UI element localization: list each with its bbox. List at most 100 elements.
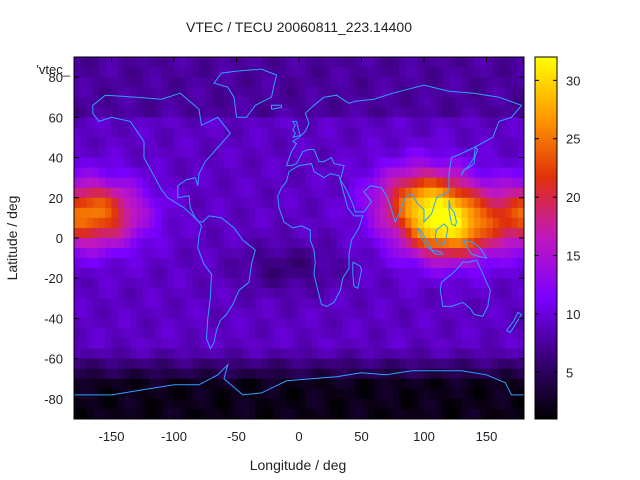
heatmap-cell [255, 358, 263, 370]
heatmap-cell [130, 328, 138, 340]
heatmap-cell [355, 318, 363, 330]
heatmap-cell [505, 248, 513, 259]
heatmap-cell [374, 328, 381, 340]
heatmap-cell [249, 147, 256, 159]
heatmap-cell [330, 288, 338, 299]
heatmap-cell [92, 207, 100, 219]
heatmap-cell [374, 157, 381, 169]
heatmap-cell [255, 87, 263, 98]
heatmap-cell [505, 97, 513, 108]
heatmap-cell [249, 57, 256, 68]
heatmap-cell [474, 187, 481, 199]
heatmap-cell [436, 348, 444, 360]
heatmap-cell [105, 268, 113, 279]
heatmap-cell [367, 107, 375, 118]
heatmap-cell [124, 197, 131, 209]
heatmap-cell [174, 207, 181, 219]
heatmap-cell [99, 238, 106, 249]
heatmap-cell [486, 388, 494, 400]
heatmap-cell [180, 127, 188, 139]
heatmap-cell [492, 227, 500, 239]
heatmap-cell [355, 308, 363, 320]
heatmap-cell [417, 248, 425, 259]
heatmap-cell [374, 167, 381, 179]
heatmap-cell [355, 398, 363, 410]
heatmap-cell [336, 147, 344, 159]
heatmap-cell [236, 57, 244, 68]
heatmap-cell [142, 197, 150, 209]
heatmap-cell [255, 207, 263, 219]
heatmap-cell [349, 278, 356, 289]
heatmap-cell [505, 57, 513, 68]
heatmap-cell [174, 117, 181, 128]
heatmap-cell [86, 408, 94, 419]
heatmap-cell [249, 288, 256, 299]
heatmap-cell [99, 217, 106, 229]
heatmap-cell [117, 77, 125, 88]
heatmap-cell [517, 57, 524, 68]
heatmap-cell [449, 398, 456, 410]
heatmap-cell [424, 378, 431, 390]
heatmap-cell [324, 408, 331, 419]
heatmap-cell [336, 127, 344, 139]
heatmap-cell [99, 107, 106, 118]
heatmap-cell [299, 157, 306, 169]
heatmap-cell [205, 87, 213, 98]
heatmap-cell [99, 378, 106, 390]
heatmap-cell [455, 328, 463, 340]
heatmap-cell [405, 57, 413, 68]
heatmap-cell [299, 388, 306, 400]
heatmap-cell [267, 127, 275, 139]
heatmap-cell [299, 258, 306, 269]
heatmap-cell [411, 147, 419, 159]
heatmap-cell [305, 368, 313, 380]
heatmap-cell [380, 107, 388, 118]
heatmap-cell [149, 278, 156, 289]
chart-title: VTEC / TECU 20060811_223.14400 [186, 19, 412, 35]
heatmap-cell [99, 207, 106, 219]
heatmap-cell [486, 187, 494, 199]
heatmap-cell [274, 157, 281, 169]
heatmap-cell [99, 97, 106, 108]
heatmap-cell [149, 127, 156, 139]
heatmap-cell [274, 57, 281, 68]
heatmap-cell [105, 167, 113, 179]
heatmap-cell [342, 157, 350, 169]
heatmap-cell [349, 338, 356, 350]
heatmap-cell [505, 318, 513, 330]
heatmap-cell [80, 117, 88, 128]
heatmap-cell [167, 278, 175, 289]
heatmap-cell [149, 398, 156, 410]
heatmap-cell [499, 77, 506, 88]
heatmap-cell [367, 67, 375, 78]
heatmap-cell [230, 408, 238, 419]
heatmap-cell [211, 358, 219, 370]
heatmap-cell [280, 308, 288, 320]
heatmap-cell [136, 197, 144, 209]
heatmap-cell [149, 318, 156, 330]
heatmap-cell [242, 67, 250, 78]
heatmap-cell [217, 187, 225, 199]
heatmap-cell [205, 278, 213, 289]
heatmap-cell [424, 358, 431, 370]
heatmap-cell [480, 177, 488, 189]
heatmap-cell [280, 167, 288, 179]
heatmap-cell [430, 137, 438, 149]
heatmap-cell [167, 117, 175, 128]
heatmap-cell [261, 117, 269, 128]
heatmap-cell [399, 298, 406, 309]
heatmap-cell [199, 338, 206, 350]
heatmap-cell [267, 197, 275, 209]
heatmap-cell [480, 87, 488, 98]
heatmap-cell [305, 227, 313, 239]
heatmap-cell [136, 318, 144, 330]
heatmap-cell [511, 248, 519, 259]
heatmap-cell [217, 227, 225, 239]
heatmap-cell [292, 87, 300, 98]
heatmap-cell [480, 388, 488, 400]
heatmap-cell [180, 157, 188, 169]
heatmap-cell [455, 258, 463, 269]
heatmap-cell [461, 67, 469, 78]
heatmap-cell [155, 398, 163, 410]
heatmap-cell [461, 348, 469, 360]
